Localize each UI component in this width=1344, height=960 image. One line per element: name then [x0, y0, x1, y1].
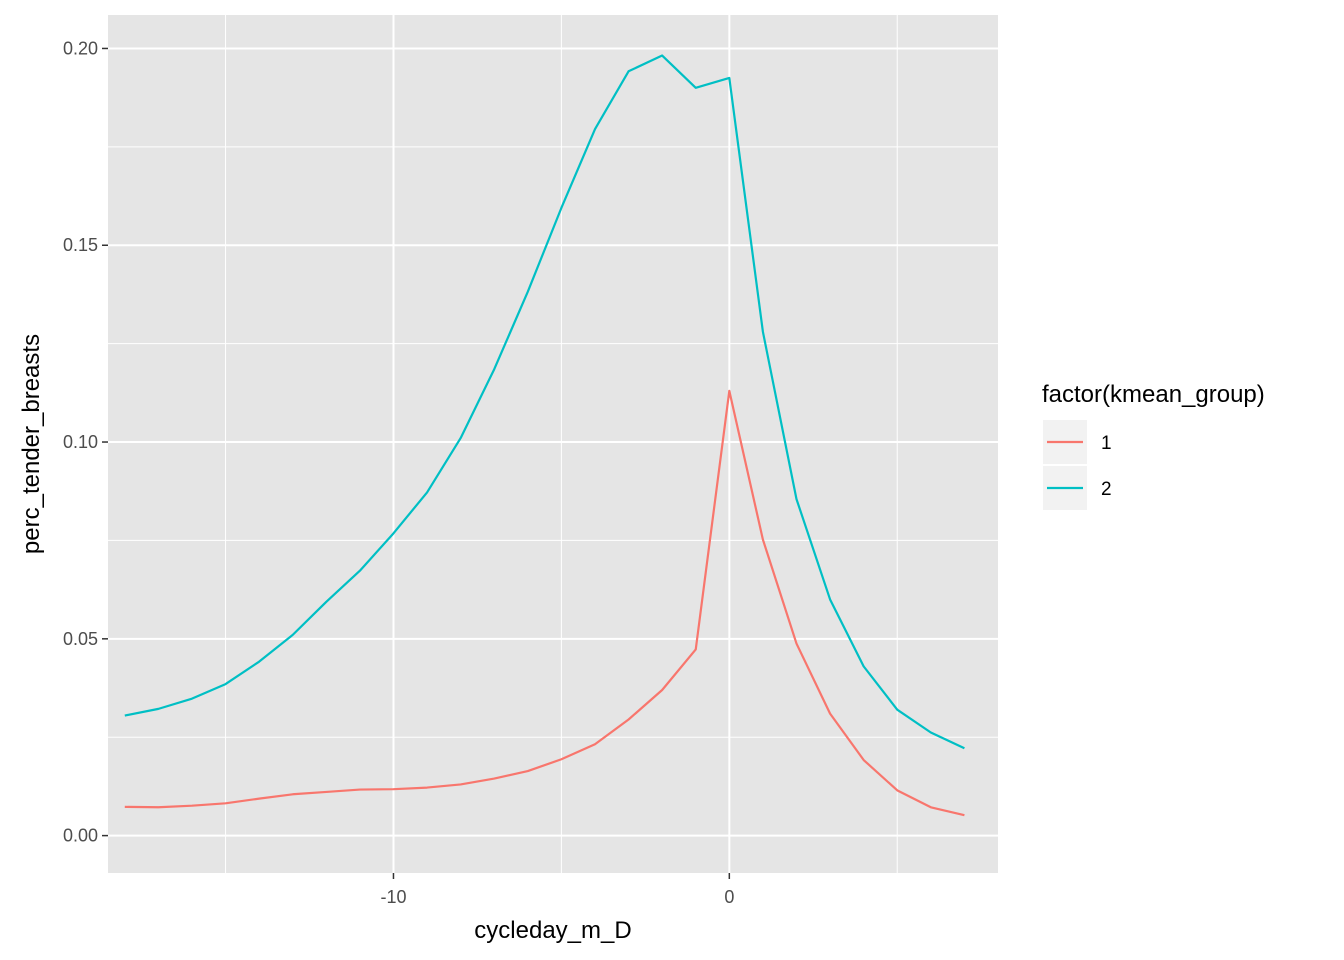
x-tick-label: -10 [380, 887, 406, 907]
y-tick-label: 0.15 [63, 235, 98, 255]
legend-items: 12 [1043, 420, 1112, 510]
y-tick-label: 0.05 [63, 629, 98, 649]
series-lines [124, 54, 965, 817]
y-tick-label: 0.10 [63, 432, 98, 452]
major-gridlines [108, 15, 998, 873]
y-tick-label: 0.00 [63, 826, 98, 846]
x-axis-title: cycleday_m_D [474, 917, 631, 944]
x-axis: -10 0 [380, 873, 734, 907]
legend: factor(kmean_group) 12 [1042, 381, 1265, 510]
legend-label-1: 1 [1101, 433, 1112, 454]
x-tick-label: 0 [724, 887, 734, 907]
series-line-2 [124, 54, 965, 750]
plot-panel [108, 15, 998, 873]
legend-title: factor(kmean_group) [1042, 381, 1265, 408]
y-axis-title: perc_tender_breasts [18, 334, 45, 554]
y-axis: 0.00 0.05 0.10 0.15 0.20 [63, 38, 108, 846]
legend-label-2: 2 [1101, 479, 1112, 500]
minor-gridlines [108, 15, 998, 873]
series-line-1 [124, 389, 965, 817]
y-tick-label: 0.20 [63, 38, 98, 58]
